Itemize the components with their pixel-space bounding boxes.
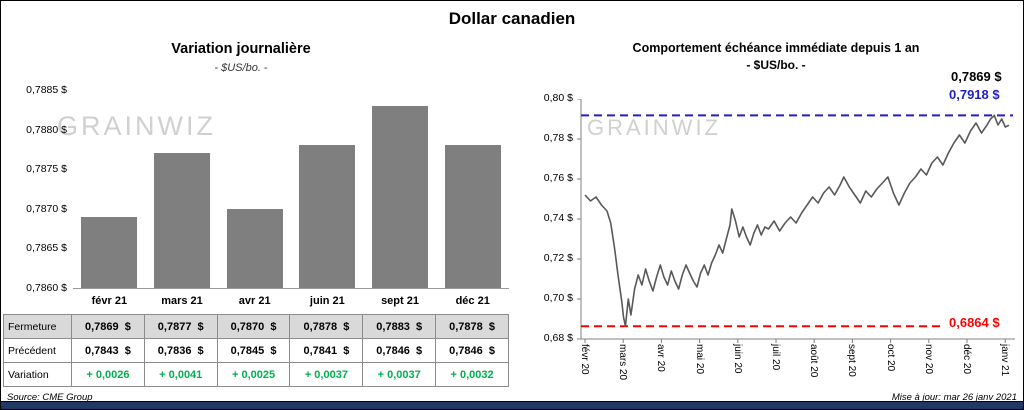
cell-value: 0,7870 $ bbox=[216, 314, 291, 339]
category-label: sept 21 bbox=[381, 295, 419, 307]
row-label: Variation bbox=[3, 362, 72, 387]
y-axis-tick-label: 0,7885 $ bbox=[26, 84, 67, 96]
cell-value: + 0,0026 bbox=[71, 362, 145, 387]
x-axis-tick-label: févr 20 bbox=[579, 344, 590, 375]
x-axis-tick-label: oct 20 bbox=[884, 344, 896, 372]
y-axis-tick-label: 0,7865 $ bbox=[26, 242, 67, 255]
x-axis-tick-label: mars 20 bbox=[617, 344, 629, 381]
x-axis-tick-label: janv 21 bbox=[999, 344, 1011, 377]
y-axis-tick-label: 0,70 $ bbox=[543, 292, 573, 304]
x-axis-tick-label: mai 20 bbox=[693, 344, 705, 375]
last-price-annotation: 0,7869 $ bbox=[951, 69, 1002, 84]
bar-slot bbox=[218, 91, 291, 288]
cell-value: 0,7883 $ bbox=[362, 314, 437, 339]
line-chart-title: Comportement échéance immédiate depuis 1… bbox=[632, 41, 920, 55]
grainwiz-watermark: GRAINWIZ bbox=[587, 115, 721, 140]
cell-value: + 0,0037 bbox=[289, 362, 364, 387]
category-label: mars 21 bbox=[161, 295, 203, 307]
x-axis-tick-label: août 20 bbox=[808, 344, 820, 378]
values-table: Fermeture 0,7869 $0,7877 $0,7870 $0,7878 … bbox=[3, 314, 509, 387]
y-axis-tick-label: 0,78 $ bbox=[543, 132, 573, 144]
bar-slot bbox=[436, 91, 509, 288]
bar-chart-title: Variation journalière bbox=[171, 41, 311, 57]
table-row: Variation + 0,0026 + 0,0041 + 0,0025 + 0,003… bbox=[3, 362, 509, 387]
footer-bar bbox=[1, 401, 1023, 409]
cell-value: 0,7877 $ bbox=[143, 314, 218, 339]
table-row: Fermeture 0,7869 $0,7877 $0,7870 $0,7878 … bbox=[3, 314, 509, 339]
category-label: avr 21 bbox=[238, 295, 271, 307]
line-chart-svg bbox=[577, 99, 1015, 343]
y-axis-tick-label: 0,76 $ bbox=[543, 172, 573, 184]
bar-mars 21 bbox=[154, 153, 210, 288]
bar-slot bbox=[364, 91, 437, 288]
bar-slot bbox=[73, 91, 146, 288]
x-axis-tick-label: juin 20 bbox=[731, 344, 743, 374]
category-label: juin 21 bbox=[309, 295, 345, 307]
low-price-annotation: 0,6864 $ bbox=[947, 315, 1000, 330]
price-line bbox=[584, 114, 1010, 327]
x-axis-tick-label: nov 20 bbox=[922, 344, 934, 375]
row-label: Fermeture bbox=[3, 314, 72, 339]
line-chart-subtitle: - $US/bo. - bbox=[746, 58, 806, 72]
cell-value: + 0,0037 bbox=[362, 362, 437, 387]
y-axis-tick-label: 0,72 $ bbox=[543, 252, 573, 264]
updated-label: Mise à jour: mar 26 janv 2021 bbox=[891, 392, 1017, 403]
bar-slot bbox=[146, 91, 219, 288]
cell-value: 0,7843 $ bbox=[71, 338, 145, 363]
bar-déc 21 bbox=[444, 145, 501, 288]
cell-value: 0,7878 $ bbox=[289, 314, 364, 339]
bar-slot bbox=[291, 91, 364, 288]
cell-value: 0,7878 $ bbox=[435, 314, 509, 339]
bar-chart-x-axis: févr 21 mars 21 avr 21 juin 21 sept 21 déc 21 bbox=[73, 295, 509, 307]
cell-value: 0,7846 $ bbox=[435, 338, 509, 363]
y-axis-tick-label: 0,7880 $ bbox=[26, 123, 67, 136]
category-label: févr 21 bbox=[91, 295, 128, 307]
cell-value: 0,7869 $ bbox=[71, 314, 145, 339]
bar-chart-subtitle: - $US/bo. - bbox=[214, 62, 268, 74]
y-axis-tick-label: 0,7875 $ bbox=[26, 163, 67, 176]
y-axis-tick-label: 0,68 $ bbox=[543, 332, 573, 344]
cell-value: 0,7845 $ bbox=[216, 338, 291, 363]
cell-value: 0,7841 $ bbox=[289, 338, 364, 363]
page-title: Dollar canadien bbox=[448, 9, 576, 28]
bar-févr 21 bbox=[81, 216, 138, 288]
cell-value: 0,7836 $ bbox=[143, 338, 218, 363]
x-axis-tick-label: avr 20 bbox=[655, 344, 667, 372]
y-axis-tick-label: 0,7870 $ bbox=[26, 202, 67, 215]
y-axis-tick-label: 0,74 $ bbox=[543, 212, 573, 224]
cell-value: + 0,0032 bbox=[435, 362, 509, 387]
x-axis-tick-label: juil 20 bbox=[770, 344, 781, 371]
x-axis-tick-label: déc 20 bbox=[961, 344, 972, 375]
y-axis-tick-label: 0,80 $ bbox=[543, 92, 573, 104]
source-label: Source: CME Group bbox=[7, 392, 93, 403]
high-price-annotation: 0,7918 $ bbox=[949, 87, 1000, 102]
x-axis-tick-label: sept 20 bbox=[846, 344, 858, 377]
grainwiz-watermark: GRAINWIZ bbox=[57, 111, 216, 141]
bar-avr 21 bbox=[226, 208, 283, 288]
cell-value: + 0,0025 bbox=[216, 362, 291, 387]
bar-juin 21 bbox=[299, 145, 356, 288]
bar-chart-bars bbox=[73, 91, 509, 289]
cell-value: + 0,0041 bbox=[143, 362, 218, 387]
y-axis-tick-label: 0,7860 $ bbox=[26, 282, 67, 294]
bar-sept 21 bbox=[372, 105, 429, 288]
category-label: déc 21 bbox=[455, 295, 490, 307]
